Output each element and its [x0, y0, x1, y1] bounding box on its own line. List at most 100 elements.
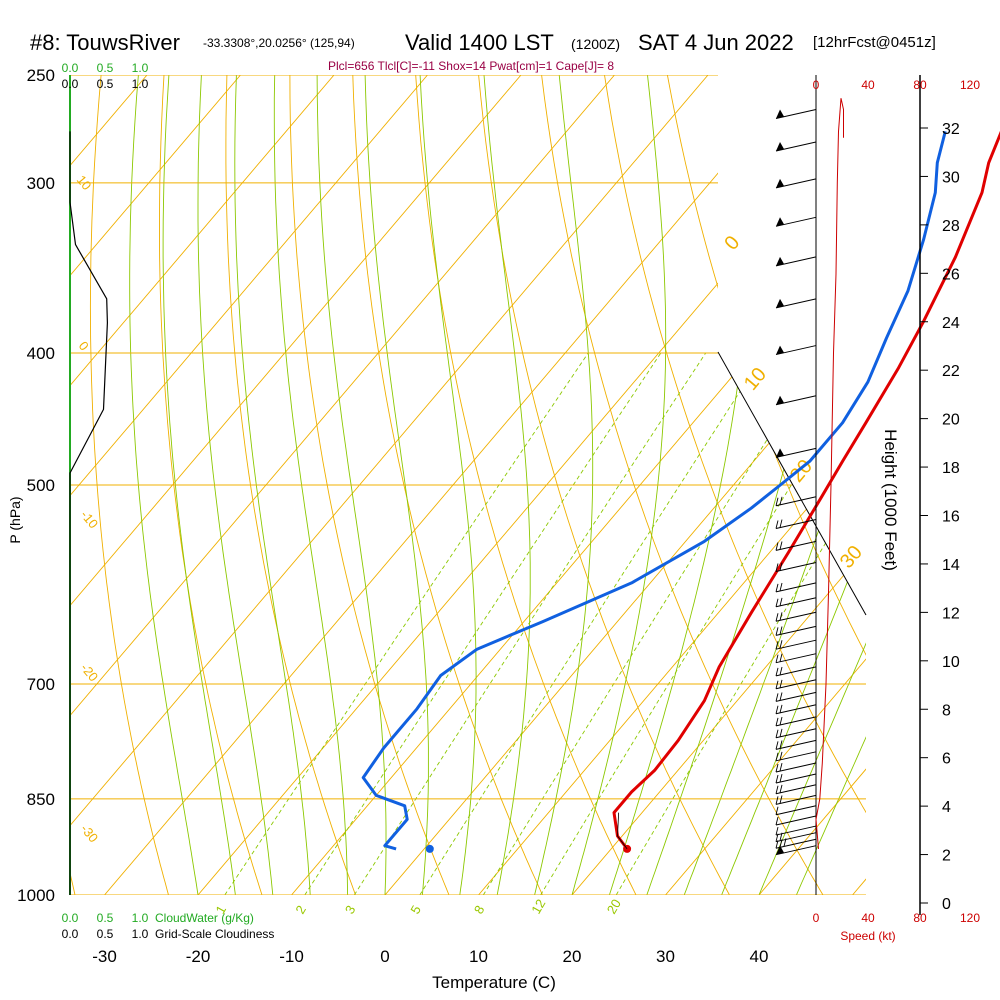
wind-barb-staff	[775, 794, 817, 805]
wind-barb-staff	[775, 784, 817, 795]
wind-barb-flag	[776, 178, 784, 188]
moist-adiabat-line	[483, 75, 531, 895]
wind-barb-staff	[775, 562, 817, 572]
wind-barb-staff	[775, 639, 817, 650]
wind-barb	[775, 739, 817, 750]
wind-barb-staff	[775, 611, 817, 622]
isotherm-label: 10	[740, 364, 771, 395]
dry-adiabat-label: -30	[78, 821, 102, 845]
wind-barb-feather	[779, 728, 783, 737]
isotherm-line	[571, 75, 866, 895]
wind-barb-staff	[775, 845, 817, 856]
mixing-ratio-line	[540, 352, 866, 895]
temperature-axis-label: Temperature (C)	[432, 973, 556, 992]
wind-barb-staff	[775, 704, 817, 715]
speed-top-label: 80	[913, 78, 927, 92]
cloudwater-top-label: 0.5	[97, 61, 114, 75]
wind-barb	[775, 773, 817, 784]
moist-adiabat-line	[534, 75, 594, 895]
wind-barb	[775, 540, 817, 551]
wind-barb-staff	[775, 345, 817, 356]
wind-barb-flag	[776, 395, 784, 405]
wind-barb-staff	[775, 825, 817, 836]
wind-barb	[775, 845, 817, 856]
isotherm-line	[758, 75, 866, 895]
dry-adiabat-label: 0	[76, 338, 92, 353]
moist-adiabat-line	[758, 75, 866, 895]
moist-adiabat-line	[364, 75, 429, 895]
height-tick-label: 22	[942, 363, 960, 380]
speed-bottom-label: 40	[861, 911, 875, 925]
zulu-time: (1200Z)	[571, 36, 621, 52]
wind-barb-feather	[775, 705, 779, 714]
wind-barb-staff	[775, 832, 817, 843]
wind-barb	[775, 447, 817, 458]
wind-barb-feather	[775, 627, 779, 636]
height-tick-label: 26	[942, 266, 960, 283]
wind-barb-feather	[779, 773, 783, 783]
moist-adiabat-line	[197, 75, 274, 895]
wind-barb-staff	[775, 728, 817, 739]
wind-barb-flag	[776, 217, 784, 227]
dry-adiabat-label: -20	[78, 660, 102, 684]
wind-barb-feather	[779, 626, 783, 635]
wind-barb	[775, 216, 817, 227]
speed-bottom-label: 120	[960, 911, 980, 925]
wind-barb	[775, 805, 817, 816]
pressure-label: 500	[27, 476, 55, 495]
wind-barb-feather	[779, 597, 783, 606]
wind-barb-flag	[776, 142, 784, 152]
pressure-axis-label: P (hPa)	[7, 496, 23, 543]
surface-dewpoint-point	[425, 844, 434, 853]
wind-barb	[775, 395, 817, 406]
wind-barb-feather	[779, 784, 783, 793]
wind-barb	[775, 141, 817, 152]
cloudiness-top-label: 0.0	[62, 77, 79, 91]
wind-barb-staff	[775, 395, 817, 406]
wind-barb-feather	[779, 716, 783, 726]
wind-barb-feather	[779, 653, 783, 662]
wind-barb-staff	[775, 762, 817, 773]
moist-adiabat-line	[129, 75, 199, 895]
pressure-label: 250	[27, 66, 55, 85]
temperature-tick-label: -20	[186, 947, 211, 966]
pressure-label: 850	[27, 790, 55, 809]
dry-adiabat-line	[919, 75, 1000, 895]
wind-barb-feather	[779, 679, 783, 688]
wind-barb-feather	[775, 641, 779, 650]
wind-barb-feather	[775, 796, 779, 805]
wind-barb-staff	[775, 108, 817, 119]
wind-barb	[775, 298, 817, 309]
wind-barb-feather	[779, 763, 783, 772]
cloudwater-bottom-label: 0.5	[97, 911, 114, 925]
dry-adiabat-label: 10	[74, 172, 95, 193]
height-tick-label: 14	[942, 557, 960, 574]
wind-barb	[775, 178, 817, 189]
wind-barb-feather	[775, 785, 779, 794]
wind-barb-feather	[779, 704, 783, 713]
speed-label: Speed (kt)	[840, 929, 895, 943]
mixing-ratio-label: 20	[604, 896, 624, 916]
wind-barb-feather	[775, 598, 779, 607]
wind-barb-feather	[775, 806, 779, 815]
cloudiness-label: Grid-Scale Cloudiness	[155, 927, 274, 941]
wind-barb-feather	[775, 654, 779, 663]
wind-barb-flag	[776, 109, 784, 119]
height-tick-label: 30	[942, 169, 960, 186]
wind-barb-staff	[775, 216, 817, 227]
wind-barb	[775, 666, 817, 677]
dewpoint-line	[361, 131, 947, 851]
height-tick-label: 8	[942, 702, 951, 719]
isotherm-label: 0	[720, 232, 744, 255]
mixing-ratio-label: 2	[292, 903, 309, 917]
cloudwater-bottom-label: 1.0	[132, 911, 149, 925]
dry-adiabat-line	[982, 75, 1000, 895]
wind-barb	[775, 704, 817, 715]
wind-barb	[775, 815, 817, 826]
wind-barb	[775, 256, 817, 267]
wind-barb-flag	[776, 298, 784, 308]
wind-barb	[775, 611, 817, 622]
wind-barb	[775, 518, 817, 529]
mixing-ratio-label: 12	[528, 896, 548, 916]
